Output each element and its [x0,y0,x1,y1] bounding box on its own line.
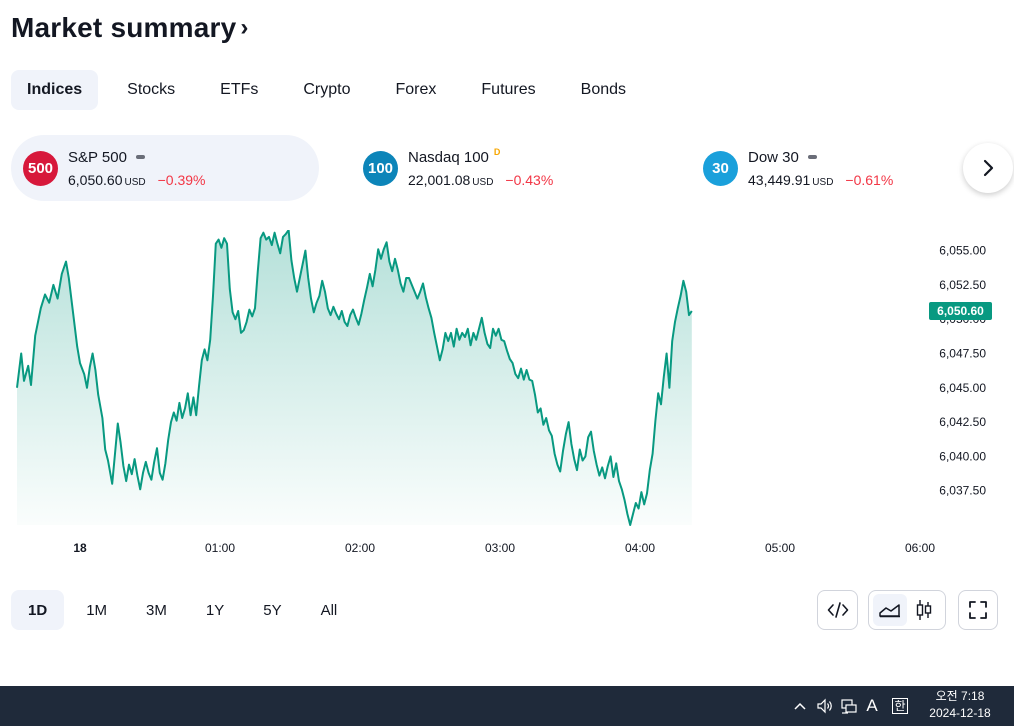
taskbar-clock[interactable]: 오전 7:18 2024-12-18 [915,688,1005,722]
range-1y[interactable]: 1Y [205,601,225,619]
sp500-value: 6,050.60 [68,171,123,188]
x-tick-label: 05:00 [765,541,795,555]
y-tick-label: 6,042.50 [939,415,986,429]
area-style-button[interactable] [873,594,907,626]
show-hidden-icons-button[interactable] [790,686,810,726]
sp500-name-row: S&P 500 [68,149,206,166]
market-tabs: Indices Stocks ETFs Crypto Forex Futures… [11,70,655,110]
dash-icon [135,155,145,159]
chevron-right-icon[interactable]: › [240,14,249,41]
nasdaq100-currency: USD [472,176,494,188]
y-tick-label: 6,045.00 [939,381,986,395]
tab-stocks[interactable]: Stocks [127,81,176,98]
y-tick-label: 6,040.00 [939,449,986,463]
sp500-change: −0.39% [157,171,206,188]
tab-bonds[interactable]: Bonds [580,81,627,98]
sp500-info: S&P 500 6,050.60 USD −0.39% [68,149,206,188]
sp500-name: S&P 500 [68,148,127,166]
dow30-change: −0.61% [845,171,894,188]
price-line [16,230,693,526]
dow30-value: 43,449.91 [748,171,811,188]
nasdaq100-badge: 100 [363,150,398,186]
windows-taskbar: A 한 오전 7:18 2024-12-18 [0,686,1014,726]
dow30-name: Dow 30 [748,148,799,166]
last-price-label: 6,050.60 [937,304,984,318]
time-range-selector: 1D 1M 3M 1Y 5Y All [11,590,359,630]
index-card-sp500[interactable]: 500 S&P 500 6,050.60 USD −0.39% [11,135,319,201]
x-tick-label: 01:00 [205,541,235,555]
index-cards: 500 S&P 500 6,050.60 USD −0.39% 100 Nasd… [11,135,1014,201]
chart-style-toggle [868,590,946,630]
x-tick-label: 02:00 [345,541,375,555]
network-icon [841,699,857,714]
x-tick-label: 18 [73,541,87,555]
sp500-value-row: 6,050.60 USD −0.39% [68,172,206,188]
chevron-right-icon [983,159,994,177]
input-mode-letter[interactable]: A [866,696,878,715]
y-tick-label: 6,047.50 [939,347,986,361]
ime-mode-label: 한 [892,698,908,714]
x-tick-label: 04:00 [625,541,655,555]
dow30-value-row: 43,449.91 USD −0.61% [748,172,893,188]
volume-button[interactable] [814,686,836,726]
area-chart-icon [879,604,900,618]
dow30-currency: USD [812,176,834,188]
page-title-text[interactable]: Market summary [11,12,237,43]
price-area-fill [17,230,692,525]
delayed-data-marker: D [493,147,501,157]
tab-crypto[interactable]: Crypto [303,81,351,98]
tab-etfs[interactable]: ETFs [220,81,259,98]
range-1m[interactable]: 1M [86,601,108,619]
speaker-icon [817,698,832,714]
index-card-dow30[interactable]: 30 Dow 30 43,449.91 USD −0.61% [691,135,951,201]
range-all[interactable]: All [320,601,338,619]
candlestick-icon [916,600,932,620]
sp500-badge: 500 [23,150,58,186]
dash-icon [807,155,817,159]
tab-indices[interactable]: Indices [11,70,99,110]
tab-forex[interactable]: Forex [395,81,437,98]
next-cards-button[interactable] [963,143,1013,193]
nasdaq100-name: Nasdaq 100 [408,148,489,166]
range-5y[interactable]: 5Y [263,601,282,619]
range-3m[interactable]: 3M [146,601,167,619]
tab-futures[interactable]: Futures [481,81,536,98]
network-button[interactable] [838,686,860,726]
x-tick-label: 06:00 [905,541,935,555]
nasdaq100-name-row: Nasdaq 100 D [408,147,553,166]
fullscreen-button[interactable] [958,590,998,630]
dow30-info: Dow 30 43,449.91 USD −0.61% [748,149,893,188]
dow30-name-row: Dow 30 [748,149,893,166]
nasdaq100-info: Nasdaq 100 D 22,001.08 USD −0.43% [408,147,553,188]
index-card-nasdaq100[interactable]: 100 Nasdaq 100 D 22,001.08 USD −0.43% [351,135,651,201]
nasdaq100-value-row: 22,001.08 USD −0.43% [408,172,553,188]
embed-button[interactable] [817,590,858,630]
price-chart[interactable]: 6,055.006,052.506,050.006,047.506,045.00… [0,230,1014,560]
clock-date: 2024-12-18 [929,706,991,720]
y-tick-label: 6,055.00 [939,244,986,258]
range-1d[interactable]: 1D [11,590,65,630]
page-title[interactable]: Market summary › [11,12,249,44]
dow30-badge: 30 [703,150,738,186]
y-tick-label: 6,037.50 [939,484,986,498]
clock-time: 오전 7:18 [935,689,985,703]
x-tick-label: 03:00 [485,541,515,555]
chevron-up-icon [794,702,806,710]
y-tick-label: 6,052.50 [939,278,986,292]
sp500-currency: USD [124,176,146,188]
fullscreen-icon [969,601,987,619]
ime-mode-button[interactable]: 한 [889,686,911,726]
last-price-tag [929,302,992,320]
nasdaq100-change: −0.43% [505,171,554,188]
candle-style-button[interactable] [907,594,941,626]
code-icon [827,602,848,618]
nasdaq100-value: 22,001.08 [408,171,471,188]
